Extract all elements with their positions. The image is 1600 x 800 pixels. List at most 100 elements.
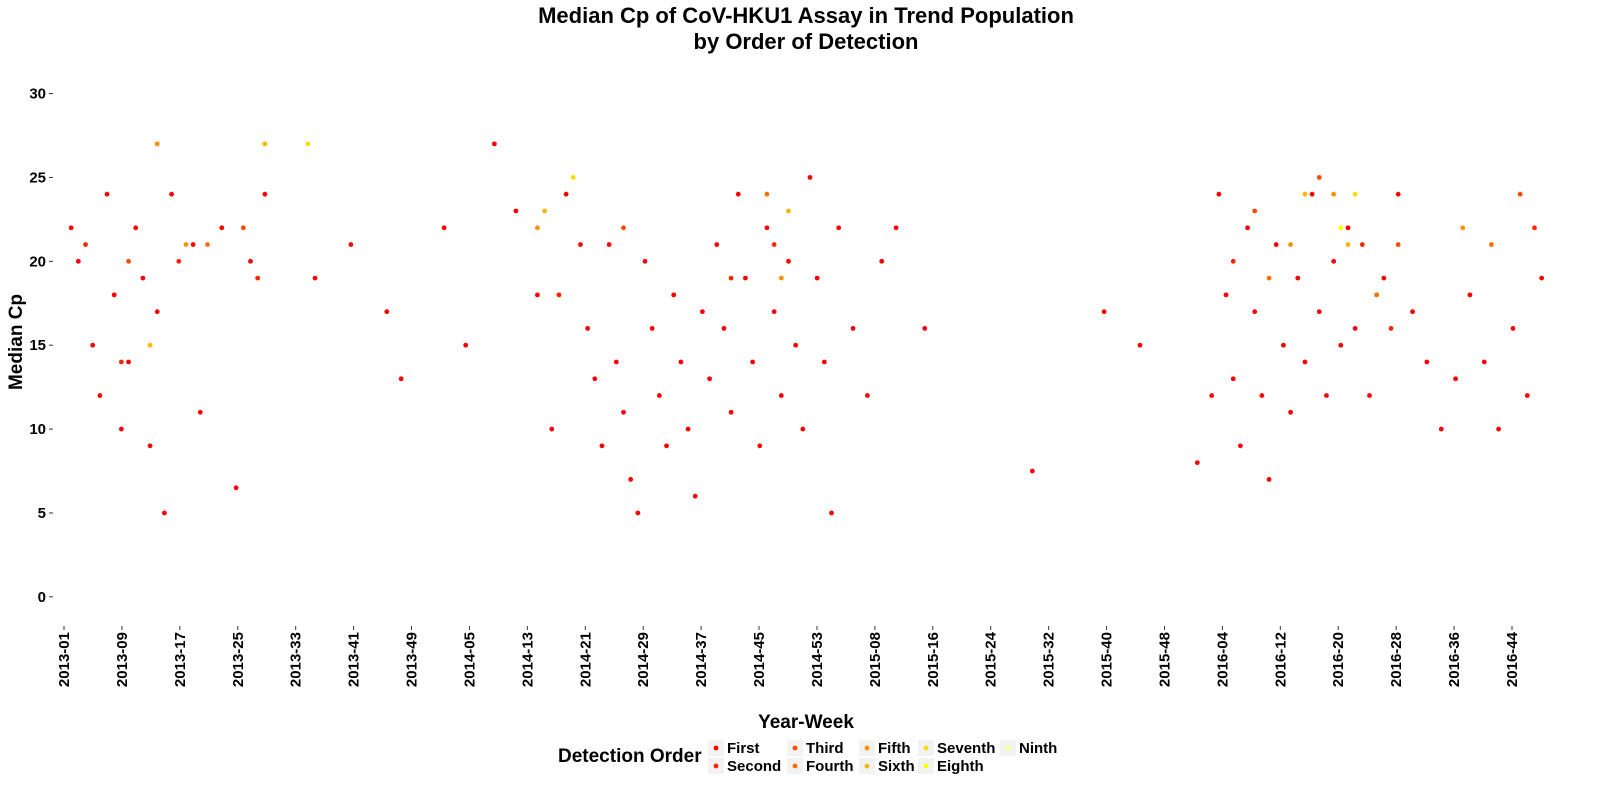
data-point (1252, 208, 1258, 214)
x-tick-label: 2013-01 (56, 632, 73, 687)
data-point (628, 477, 634, 482)
data-point (1230, 376, 1236, 382)
data-point (1281, 342, 1286, 348)
data-point (664, 443, 669, 449)
data-point (118, 426, 124, 432)
data-point (1295, 275, 1301, 281)
data-point (764, 225, 770, 231)
legend-title: Detection Order (558, 746, 702, 767)
data-point (1496, 426, 1502, 432)
x-tick-label: 2015-16 (925, 632, 942, 687)
data-point (1467, 292, 1473, 298)
data-point (556, 292, 562, 298)
data-point (750, 359, 756, 365)
data-point (1410, 309, 1415, 315)
data-point (1316, 175, 1322, 180)
data-point (463, 342, 469, 348)
data-point (685, 426, 691, 432)
x-tick-label: 2013-25 (230, 632, 247, 687)
x-tick-label: 2014-13 (519, 632, 536, 687)
data-point (140, 275, 146, 281)
legend-label-eighth: Eighth (937, 758, 984, 775)
data-point (154, 141, 160, 147)
data-point (1302, 359, 1308, 365)
data-point (1489, 242, 1494, 247)
data-point (700, 309, 705, 315)
x-tick-label: 2015-48 (1156, 632, 1173, 687)
data-point (1230, 258, 1236, 264)
data-point (1539, 275, 1545, 281)
data-point (592, 376, 598, 382)
data-point (1345, 225, 1351, 231)
data-point (75, 258, 81, 264)
data-point (1252, 309, 1258, 315)
data-point (1395, 191, 1401, 197)
data-point (807, 175, 813, 180)
data-point (1481, 359, 1487, 365)
data-point (850, 326, 856, 331)
data-point (147, 342, 153, 348)
data-point (312, 275, 318, 281)
legend-swatch (792, 745, 798, 751)
x-tick-label: 2016-44 (1504, 631, 1521, 687)
data-point (778, 275, 784, 281)
data-point (778, 393, 784, 398)
x-tick-label: 2015-40 (1099, 632, 1116, 687)
data-point (1288, 242, 1293, 247)
data-point (262, 141, 268, 147)
data-point (126, 359, 131, 365)
data-point (240, 225, 246, 231)
data-point (735, 191, 741, 197)
data-point (1237, 443, 1243, 449)
y-axis-title: Median Cp (6, 294, 27, 390)
data-point (133, 225, 139, 231)
data-point (606, 242, 612, 247)
data-point (563, 191, 569, 197)
data-point (671, 292, 677, 298)
data-point (893, 225, 899, 231)
data-point (219, 225, 225, 231)
x-tick-label: 2013-09 (114, 632, 131, 687)
data-point (233, 485, 239, 491)
x-tick-label: 2014-53 (809, 632, 826, 687)
data-point (384, 309, 390, 315)
data-point (255, 275, 261, 281)
data-point (728, 409, 734, 415)
data-point (642, 258, 648, 264)
data-point (757, 443, 763, 449)
x-tick-label: 2013-49 (404, 632, 421, 687)
data-points (68, 141, 1545, 516)
data-point (1029, 468, 1035, 474)
data-point (922, 326, 928, 331)
data-point (800, 426, 806, 432)
data-point (535, 292, 540, 298)
x-tick-label: 2016-04 (1214, 631, 1231, 687)
data-point (1266, 477, 1272, 482)
x-tick-label: 2015-24 (983, 631, 1000, 687)
data-point (1517, 191, 1523, 197)
data-point (205, 242, 210, 247)
x-tick-label: 2014-05 (461, 632, 478, 687)
data-point (1388, 326, 1394, 331)
data-point (707, 376, 712, 382)
data-point (1223, 292, 1229, 298)
data-point (83, 242, 88, 247)
data-point (1331, 191, 1337, 197)
chart-subtitle: by Order of Detection (694, 29, 919, 54)
legend-swatch (864, 763, 870, 769)
data-point (1374, 292, 1380, 298)
data-point (635, 510, 641, 516)
data-point (1266, 275, 1272, 281)
data-point (656, 393, 662, 398)
data-point (1460, 225, 1466, 231)
data-point (821, 359, 827, 365)
legend-label-fifth: Fifth (878, 740, 910, 757)
data-point (1359, 242, 1365, 247)
legend-swatch (864, 745, 870, 751)
data-point (1273, 242, 1279, 247)
data-point (578, 242, 583, 247)
data-point (535, 225, 540, 231)
y-tick-label: 25 (29, 169, 46, 186)
